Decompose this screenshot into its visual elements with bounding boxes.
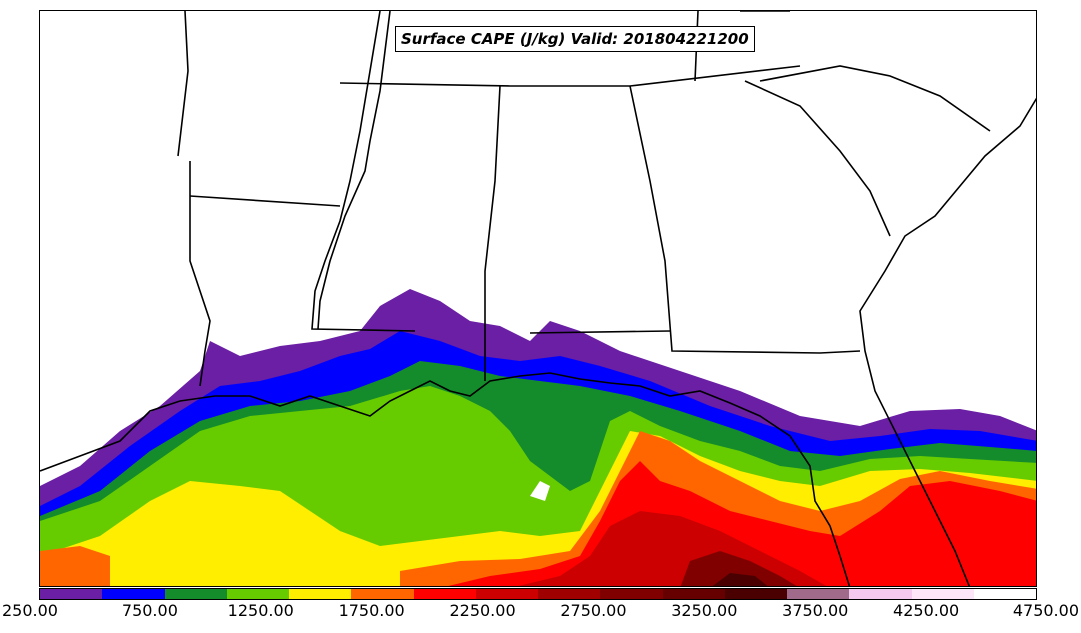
colorbar-tick-labels: 250.00 750.00 1250.00 1750.00 2250.00 2750.00… [0,598,1081,633]
colorbar-swatch [102,589,165,599]
state-border-florida-alabama [529,330,671,334]
colorbar-swatch [849,589,912,599]
colorbar-tick-label: 4750.00 [1012,601,1079,620]
colorbar-swatch [475,589,538,599]
colorbar-tick-label: 3750.00 [782,601,849,620]
cape-spot-lowcape [530,481,550,501]
florida-east-coast [859,97,1036,586]
colorbar-swatch [662,589,725,599]
cape-band-2750 [680,551,797,586]
colorbar-swatch [600,589,663,599]
coastline [40,372,851,586]
colorbar-tick-label: 250.00 [2,601,58,620]
colorbar-swatch [973,589,1036,599]
map-title: Surface CAPE (J/kg) Valid: 201804221200 [395,26,755,52]
state-border-nc-sc [759,65,991,132]
cape-contours [40,289,1036,586]
state-border-alabama-georgia [629,85,861,354]
colorbar-swatch [40,589,103,599]
state-border-mississippi-alabama [484,85,501,381]
colorbar-swatch [164,589,227,599]
state-border-texas-louisiana [189,161,211,387]
state-border-arkansas-west [177,11,189,157]
state-border-mississippi-west [311,11,416,332]
colorbar-tick-label: 1750.00 [338,601,405,620]
boundary-lines [40,11,1036,586]
state-border-arkansas-louisiana [189,195,341,207]
colorbar-swatch [351,589,414,599]
colorbar-tick-label: 2750.00 [560,601,627,620]
colorbar-tick-label: 750.00 [121,601,178,620]
colorbar-swatch [911,589,974,599]
colorbar-swatch [538,589,601,599]
colorbar-swatch [289,589,352,599]
cape-map [40,11,1036,586]
colorbar-swatch [226,589,289,599]
colorbar-tick-label: 2250.00 [449,601,516,620]
colorbar-swatch [413,589,476,599]
map-panel: Surface CAPE (J/kg) Valid: 201804221200 [39,10,1037,587]
colorbar-swatch [787,589,850,599]
colorbar-tick-label: 4250.00 [893,601,960,620]
state-border-mississippi-river [317,11,391,330]
colorbar-tick-label: 3250.00 [671,601,738,620]
colorbar-swatch [724,589,787,599]
state-border-tennessee [339,65,801,87]
state-border-georgia-sc [744,80,891,237]
colorbar-tick-label: 1250.00 [227,601,294,620]
colorbar [39,588,1037,600]
cape-band-3250 [712,573,768,586]
